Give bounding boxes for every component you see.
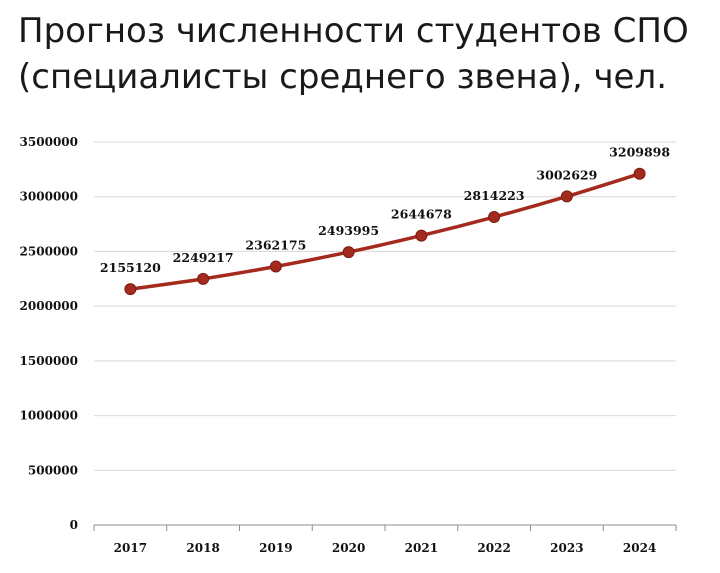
data-point bbox=[488, 211, 501, 224]
x-tick-label: 2022 bbox=[477, 541, 510, 555]
data-label: 2249217 bbox=[173, 250, 234, 265]
x-tick-label: 2023 bbox=[550, 541, 583, 555]
y-tick-label: 0 bbox=[70, 518, 78, 532]
x-tick-label: 2021 bbox=[405, 541, 438, 555]
data-point bbox=[269, 260, 282, 273]
y-tick-label: 2000000 bbox=[20, 299, 78, 313]
x-tick-label: 2024 bbox=[623, 541, 656, 555]
x-tick-label: 2017 bbox=[114, 541, 147, 555]
data-label: 3002629 bbox=[536, 167, 597, 182]
data-point bbox=[415, 229, 428, 242]
y-tick-label: 3000000 bbox=[20, 190, 78, 204]
x-tick-label: 2019 bbox=[259, 541, 292, 555]
data-point bbox=[124, 283, 137, 296]
chart-title-line-1: Прогноз численности студентов СПО bbox=[18, 11, 689, 51]
chart-title: Прогноз численности студентов СПО (специ… bbox=[18, 8, 708, 100]
chart-title-line-2: (специалисты среднего звена), чел. bbox=[18, 57, 668, 97]
data-point bbox=[633, 167, 646, 180]
data-label: 2155120 bbox=[100, 260, 161, 275]
data-label: 2362175 bbox=[245, 238, 306, 253]
y-tick-label: 500000 bbox=[28, 463, 78, 477]
data-label: 2644678 bbox=[391, 207, 452, 222]
data-label: 2814223 bbox=[464, 188, 525, 203]
y-tick-label: 1000000 bbox=[20, 409, 78, 423]
series-line bbox=[128, 171, 642, 291]
y-tick-label: 2500000 bbox=[20, 244, 78, 258]
x-tick-label: 2018 bbox=[186, 541, 219, 555]
data-point bbox=[197, 272, 210, 285]
x-tick-label: 2020 bbox=[332, 541, 365, 555]
line-chart: 0 500000 1000000 1500000 2000000 2500000 30000… bbox=[20, 135, 677, 555]
y-tick-label: 3500000 bbox=[20, 135, 78, 149]
y-tick-label: 1500000 bbox=[20, 354, 78, 368]
data-label: 3209898 bbox=[609, 145, 670, 160]
data-point bbox=[342, 246, 355, 259]
data-label: 2493995 bbox=[318, 223, 379, 238]
data-point bbox=[560, 190, 573, 203]
